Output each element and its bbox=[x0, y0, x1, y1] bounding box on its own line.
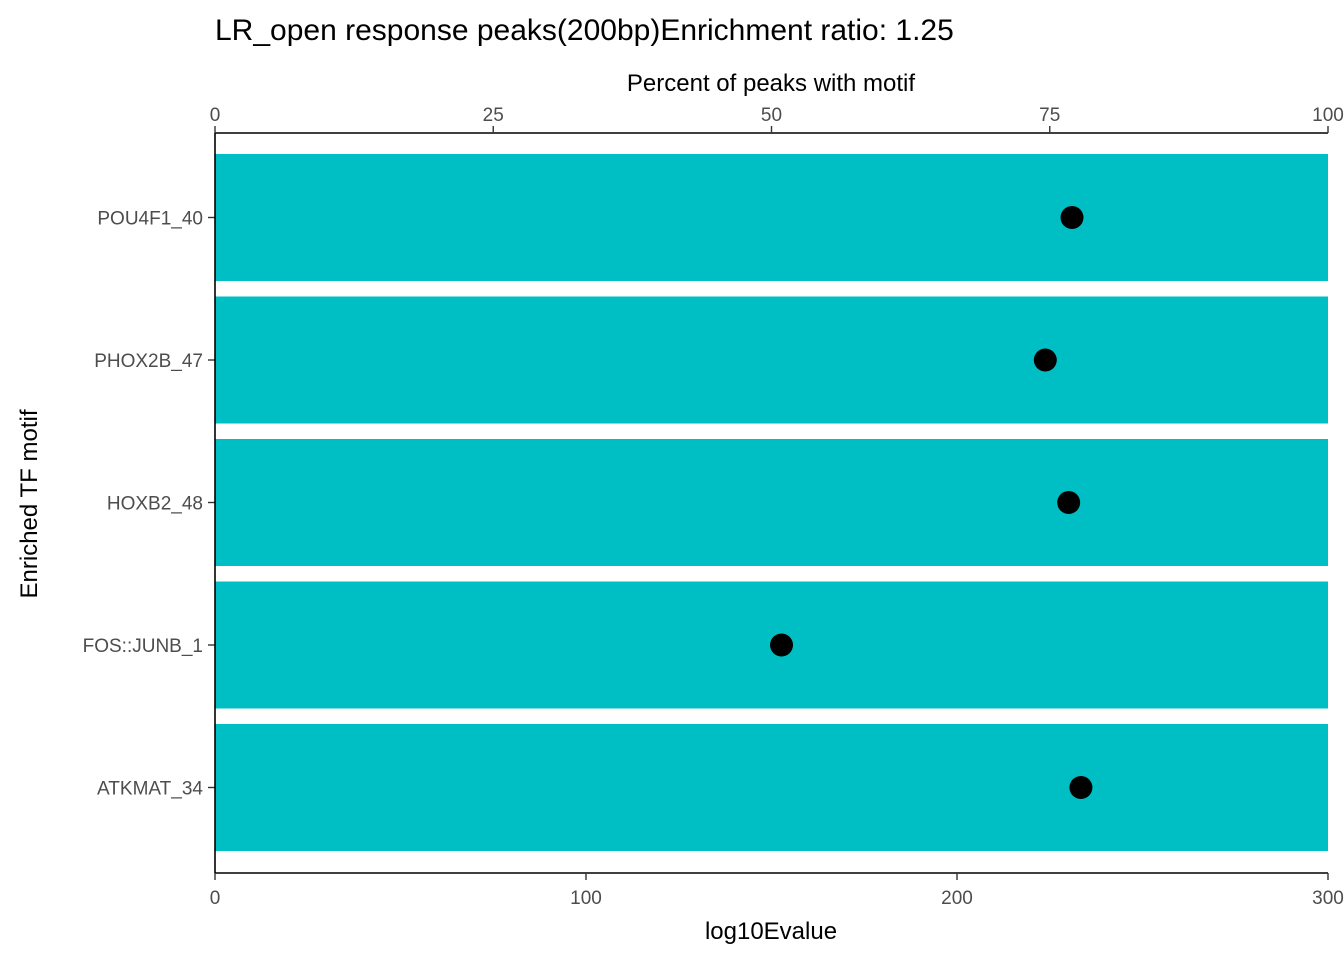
bars-layer bbox=[215, 154, 1328, 851]
top-tick-label: 25 bbox=[483, 105, 504, 126]
chart-title: LR_open response peaks(200bp)Enrichment … bbox=[215, 14, 954, 47]
top-tick-label: 75 bbox=[1039, 105, 1060, 126]
y-tick-label: ATKMAT_34 bbox=[97, 779, 203, 800]
top-axis-title: Percent of peaks with motif bbox=[627, 70, 915, 97]
top-tick-label: 50 bbox=[761, 105, 782, 126]
bottom-tick-label: 100 bbox=[570, 888, 602, 909]
bar-pou4f1-40 bbox=[215, 154, 1328, 281]
bottom-tick-label: 200 bbox=[941, 888, 973, 909]
y-tick-label: HOXB2_48 bbox=[107, 494, 203, 515]
bottom-tick-label: 300 bbox=[1312, 888, 1344, 909]
bar-atkmat-34 bbox=[215, 724, 1328, 851]
axes-layer: POU4F1_40PHOX2B_47HOXB2_48FOS::JUNB_1ATK… bbox=[83, 105, 1344, 909]
y-tick-label: FOS::JUNB_1 bbox=[83, 636, 203, 657]
bar-phox2b-47 bbox=[215, 296, 1328, 424]
point-hoxb2-48 bbox=[1057, 491, 1081, 514]
points-layer bbox=[770, 206, 1093, 799]
top-tick-label: 100 bbox=[1312, 105, 1344, 126]
bottom-axis-title: log10Evalue bbox=[705, 918, 837, 945]
point-phox2b-47 bbox=[1033, 348, 1057, 372]
point-atkmat-34 bbox=[1069, 776, 1093, 799]
bar-hoxb2-48 bbox=[215, 439, 1328, 566]
point-fos-junb-1 bbox=[770, 633, 794, 657]
y-tick-label: PHOX2B_47 bbox=[94, 351, 203, 372]
point-pou4f1-40 bbox=[1060, 206, 1084, 229]
bottom-tick-label: 0 bbox=[210, 888, 221, 909]
top-tick-label: 0 bbox=[210, 105, 221, 126]
y-tick-label: POU4F1_40 bbox=[97, 209, 203, 230]
left-axis-title: Enriched TF motif bbox=[16, 409, 43, 598]
